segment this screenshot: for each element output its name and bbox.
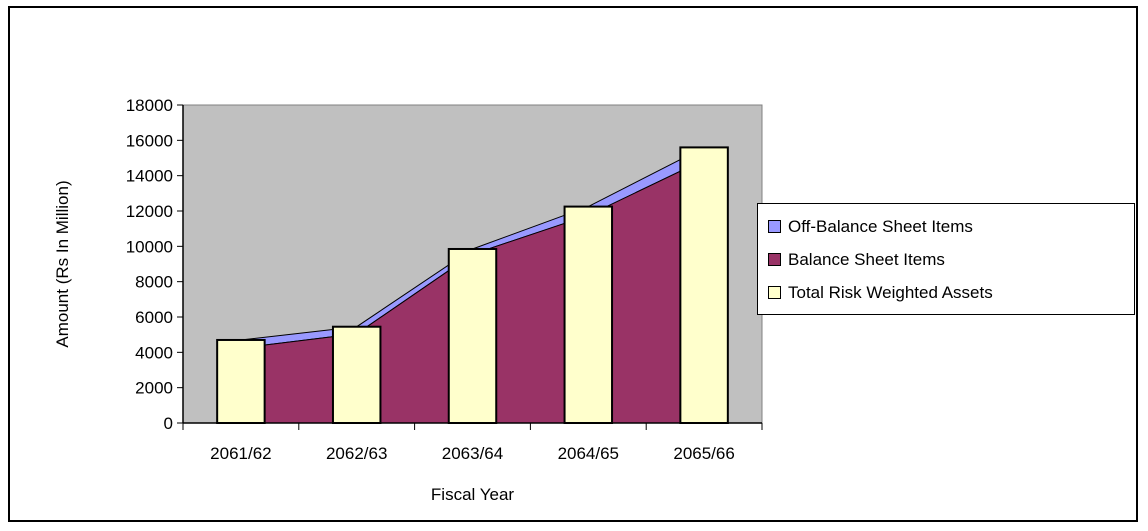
- bar-total-risk-weighted-assets: [447, 247, 498, 424]
- bar-total-risk-weighted-assets: [563, 205, 614, 424]
- y-tick-label: 4000: [135, 343, 173, 362]
- y-axis-title: Amount (Rs In Million): [53, 180, 72, 347]
- bar-total-risk-weighted-assets: [331, 325, 382, 425]
- legend-item-total-rwa: Total Risk Weighted Assets: [768, 276, 1134, 309]
- legend-label-off-balance: Off-Balance Sheet Items: [788, 216, 973, 236]
- y-tick-label: 12000: [126, 202, 173, 221]
- legend-swatch-total-rwa: [768, 286, 781, 299]
- y-tick-label: 2000: [135, 379, 173, 398]
- legend-label-total-rwa: Total Risk Weighted Assets: [788, 282, 993, 302]
- y-tick-label: 16000: [126, 131, 173, 150]
- y-tick-label: 6000: [135, 308, 173, 327]
- bar-total-risk-weighted-assets: [216, 338, 266, 425]
- x-tick-label: 2061/62: [210, 444, 271, 463]
- bar-total-risk-weighted-assets: [679, 146, 729, 424]
- legend-item-off-balance: Off-Balance Sheet Items: [768, 210, 1134, 243]
- legend-swatch-off-balance: [768, 220, 781, 233]
- legend-item-balance: Balance Sheet Items: [768, 243, 1134, 276]
- x-tick-label: 2063/64: [442, 444, 503, 463]
- x-tick-label: 2062/63: [326, 444, 387, 463]
- legend-label-balance: Balance Sheet Items: [788, 249, 945, 269]
- x-tick-label: 2064/65: [558, 444, 619, 463]
- y-tick-label: 18000: [126, 96, 173, 115]
- y-tick-label: 8000: [135, 273, 173, 292]
- legend: Off-Balance Sheet Items Balance Sheet It…: [757, 203, 1135, 315]
- x-axis-title: Fiscal Year: [431, 485, 514, 504]
- legend-swatch-balance: [768, 253, 781, 266]
- x-tick-label: 2065/66: [673, 444, 734, 463]
- y-tick-label: 10000: [126, 237, 173, 256]
- y-tick-label: 0: [164, 414, 173, 433]
- y-tick-label: 14000: [126, 167, 173, 186]
